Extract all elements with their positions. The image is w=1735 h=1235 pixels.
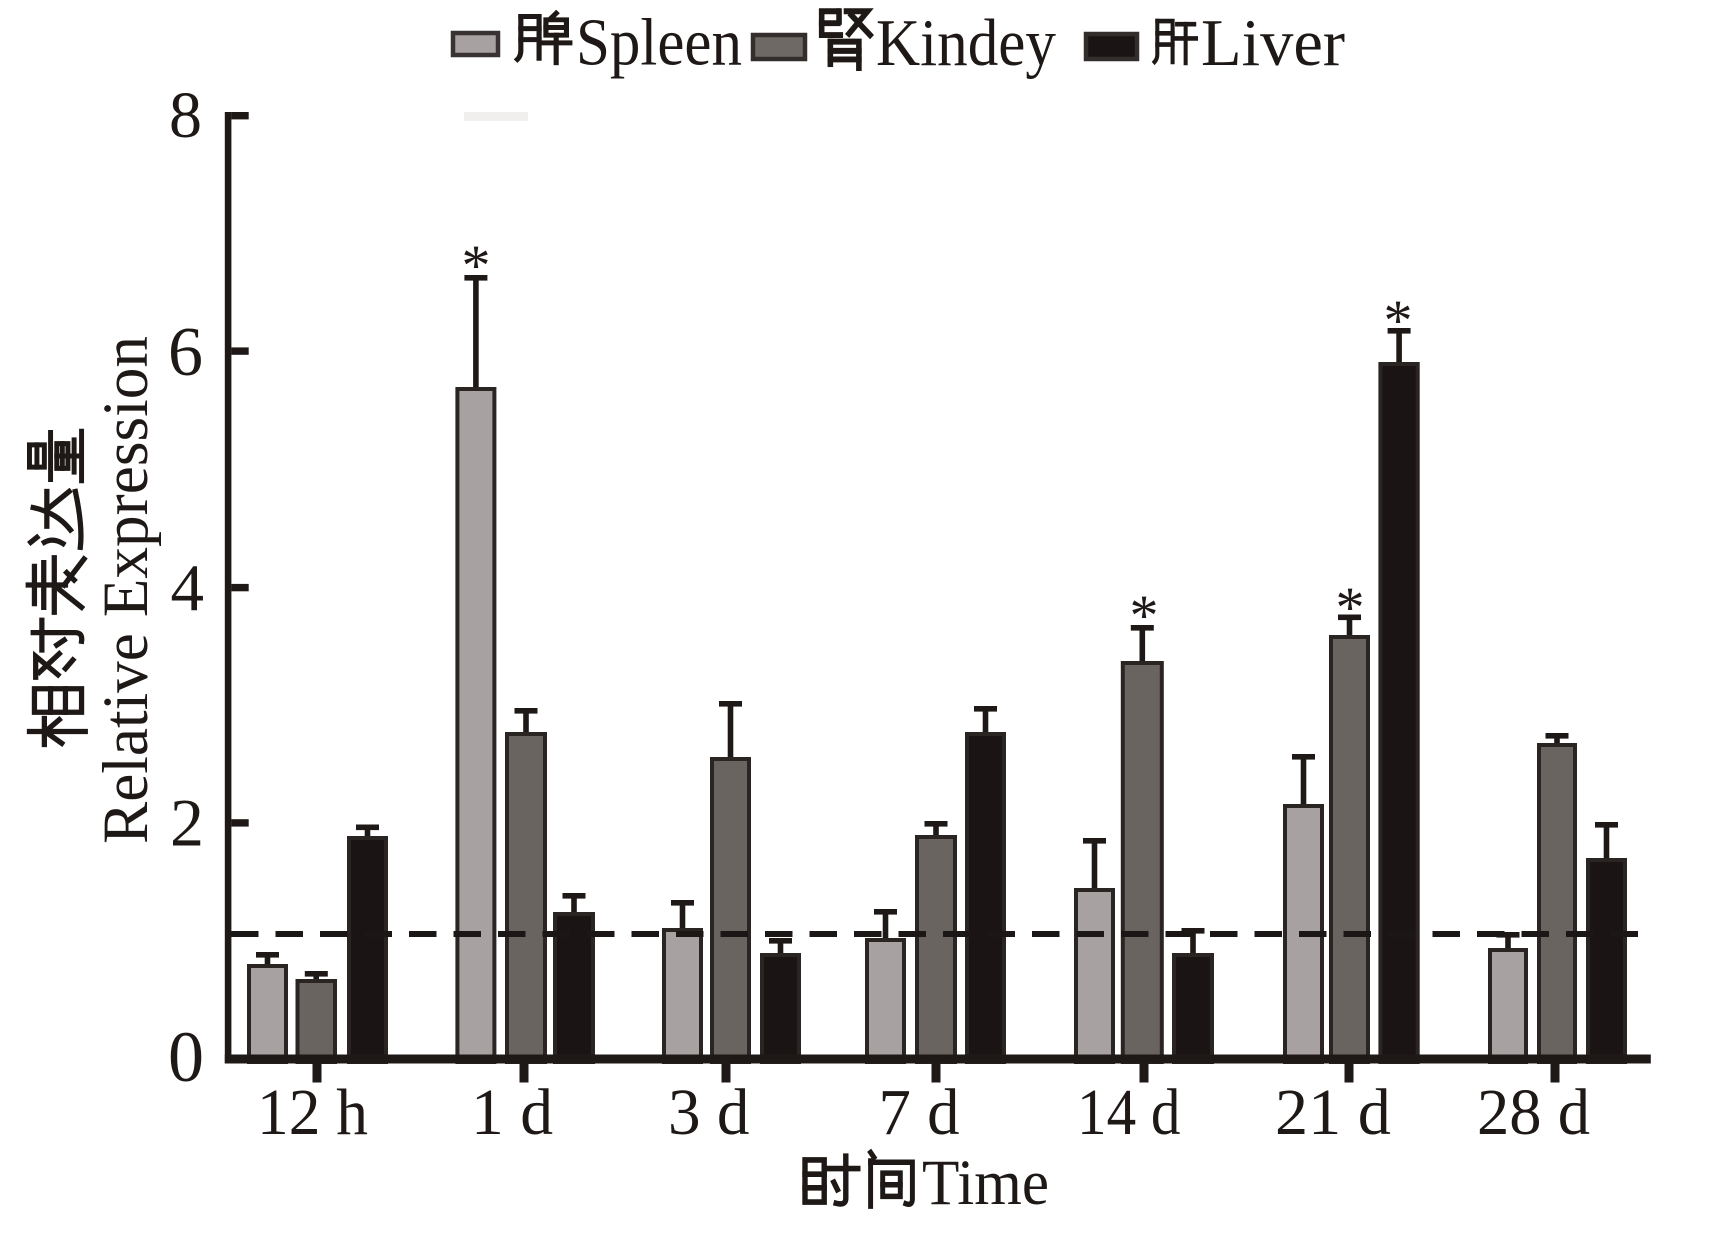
- svg-text:21 d: 21 d: [1275, 1076, 1391, 1149]
- svg-text:Spleen: Spleen: [576, 6, 742, 80]
- svg-text:Relative Expression: Relative Expression: [90, 336, 162, 844]
- svg-text:*: *: [462, 233, 491, 298]
- svg-text:4: 4: [171, 551, 205, 625]
- svg-text:Kindey: Kindey: [876, 6, 1056, 80]
- svg-text:0: 0: [168, 1017, 204, 1097]
- svg-text:Liver: Liver: [1201, 6, 1345, 80]
- svg-text:6: 6: [168, 314, 203, 391]
- svg-text:12 h: 12 h: [257, 1076, 368, 1149]
- svg-text:2: 2: [170, 785, 204, 861]
- svg-text:*: *: [1384, 288, 1413, 353]
- svg-text:Time: Time: [922, 1147, 1049, 1219]
- svg-text:28 d: 28 d: [1477, 1076, 1590, 1149]
- svg-text:7 d: 7 d: [879, 1076, 960, 1149]
- svg-text:*: *: [1336, 575, 1365, 640]
- svg-text:3 d: 3 d: [668, 1076, 750, 1149]
- svg-text:8: 8: [169, 79, 202, 152]
- svg-text:*: *: [1130, 583, 1159, 648]
- svg-text:14 d: 14 d: [1077, 1076, 1181, 1149]
- svg-text:1 d: 1 d: [471, 1076, 553, 1149]
